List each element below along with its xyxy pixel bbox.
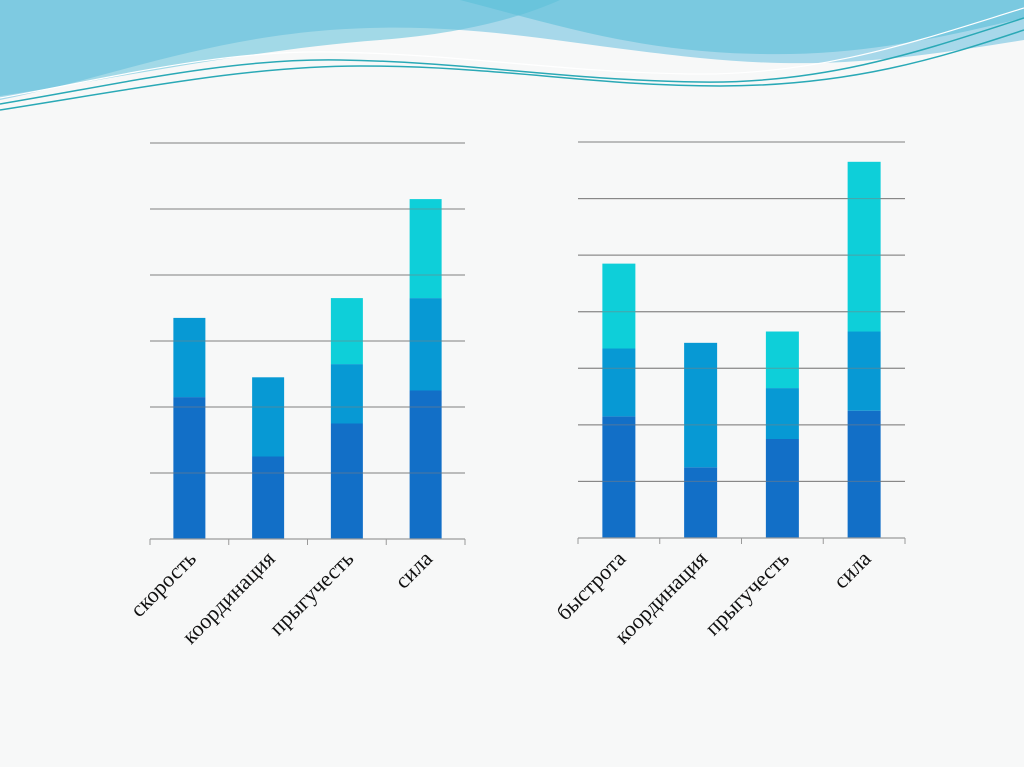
bar-segment (330, 298, 363, 365)
bar-segment (173, 397, 206, 539)
x-tick-label: сила (828, 546, 876, 594)
bar-segment (765, 331, 799, 389)
bar-segment (173, 317, 206, 398)
bar-segment (765, 439, 799, 538)
bar-segment (252, 456, 285, 539)
x-tick-label: прыгучесть (264, 546, 358, 640)
bar-segment (684, 467, 718, 538)
bar-segment (409, 199, 442, 299)
bar-segment (602, 263, 636, 349)
bar-segment (765, 388, 799, 439)
bar-segment (330, 423, 363, 539)
x-tick-label: сила (390, 546, 438, 594)
wave-line-2 (0, 29, 1024, 111)
bar-segment (330, 364, 363, 424)
bar-segment (252, 377, 285, 457)
bar-segment (602, 348, 636, 417)
x-tick-label: скорость (125, 546, 201, 622)
wave-band-mid (0, 0, 560, 96)
bar-segment (684, 342, 718, 468)
bar-segment (847, 331, 881, 411)
wave-decoration (0, 0, 1024, 111)
wave-band-top-right (460, 0, 1024, 55)
x-tick-label: прыгучесть (700, 546, 794, 640)
bar-segment (847, 410, 881, 538)
bar-segment (409, 298, 442, 391)
wave-line-3 (0, 7, 1024, 99)
wave-line-1 (0, 17, 1024, 105)
bar-segment (847, 161, 881, 332)
bar-segment (602, 416, 636, 538)
x-tick-label: быстрота (551, 546, 630, 625)
bar-segment (409, 390, 442, 539)
